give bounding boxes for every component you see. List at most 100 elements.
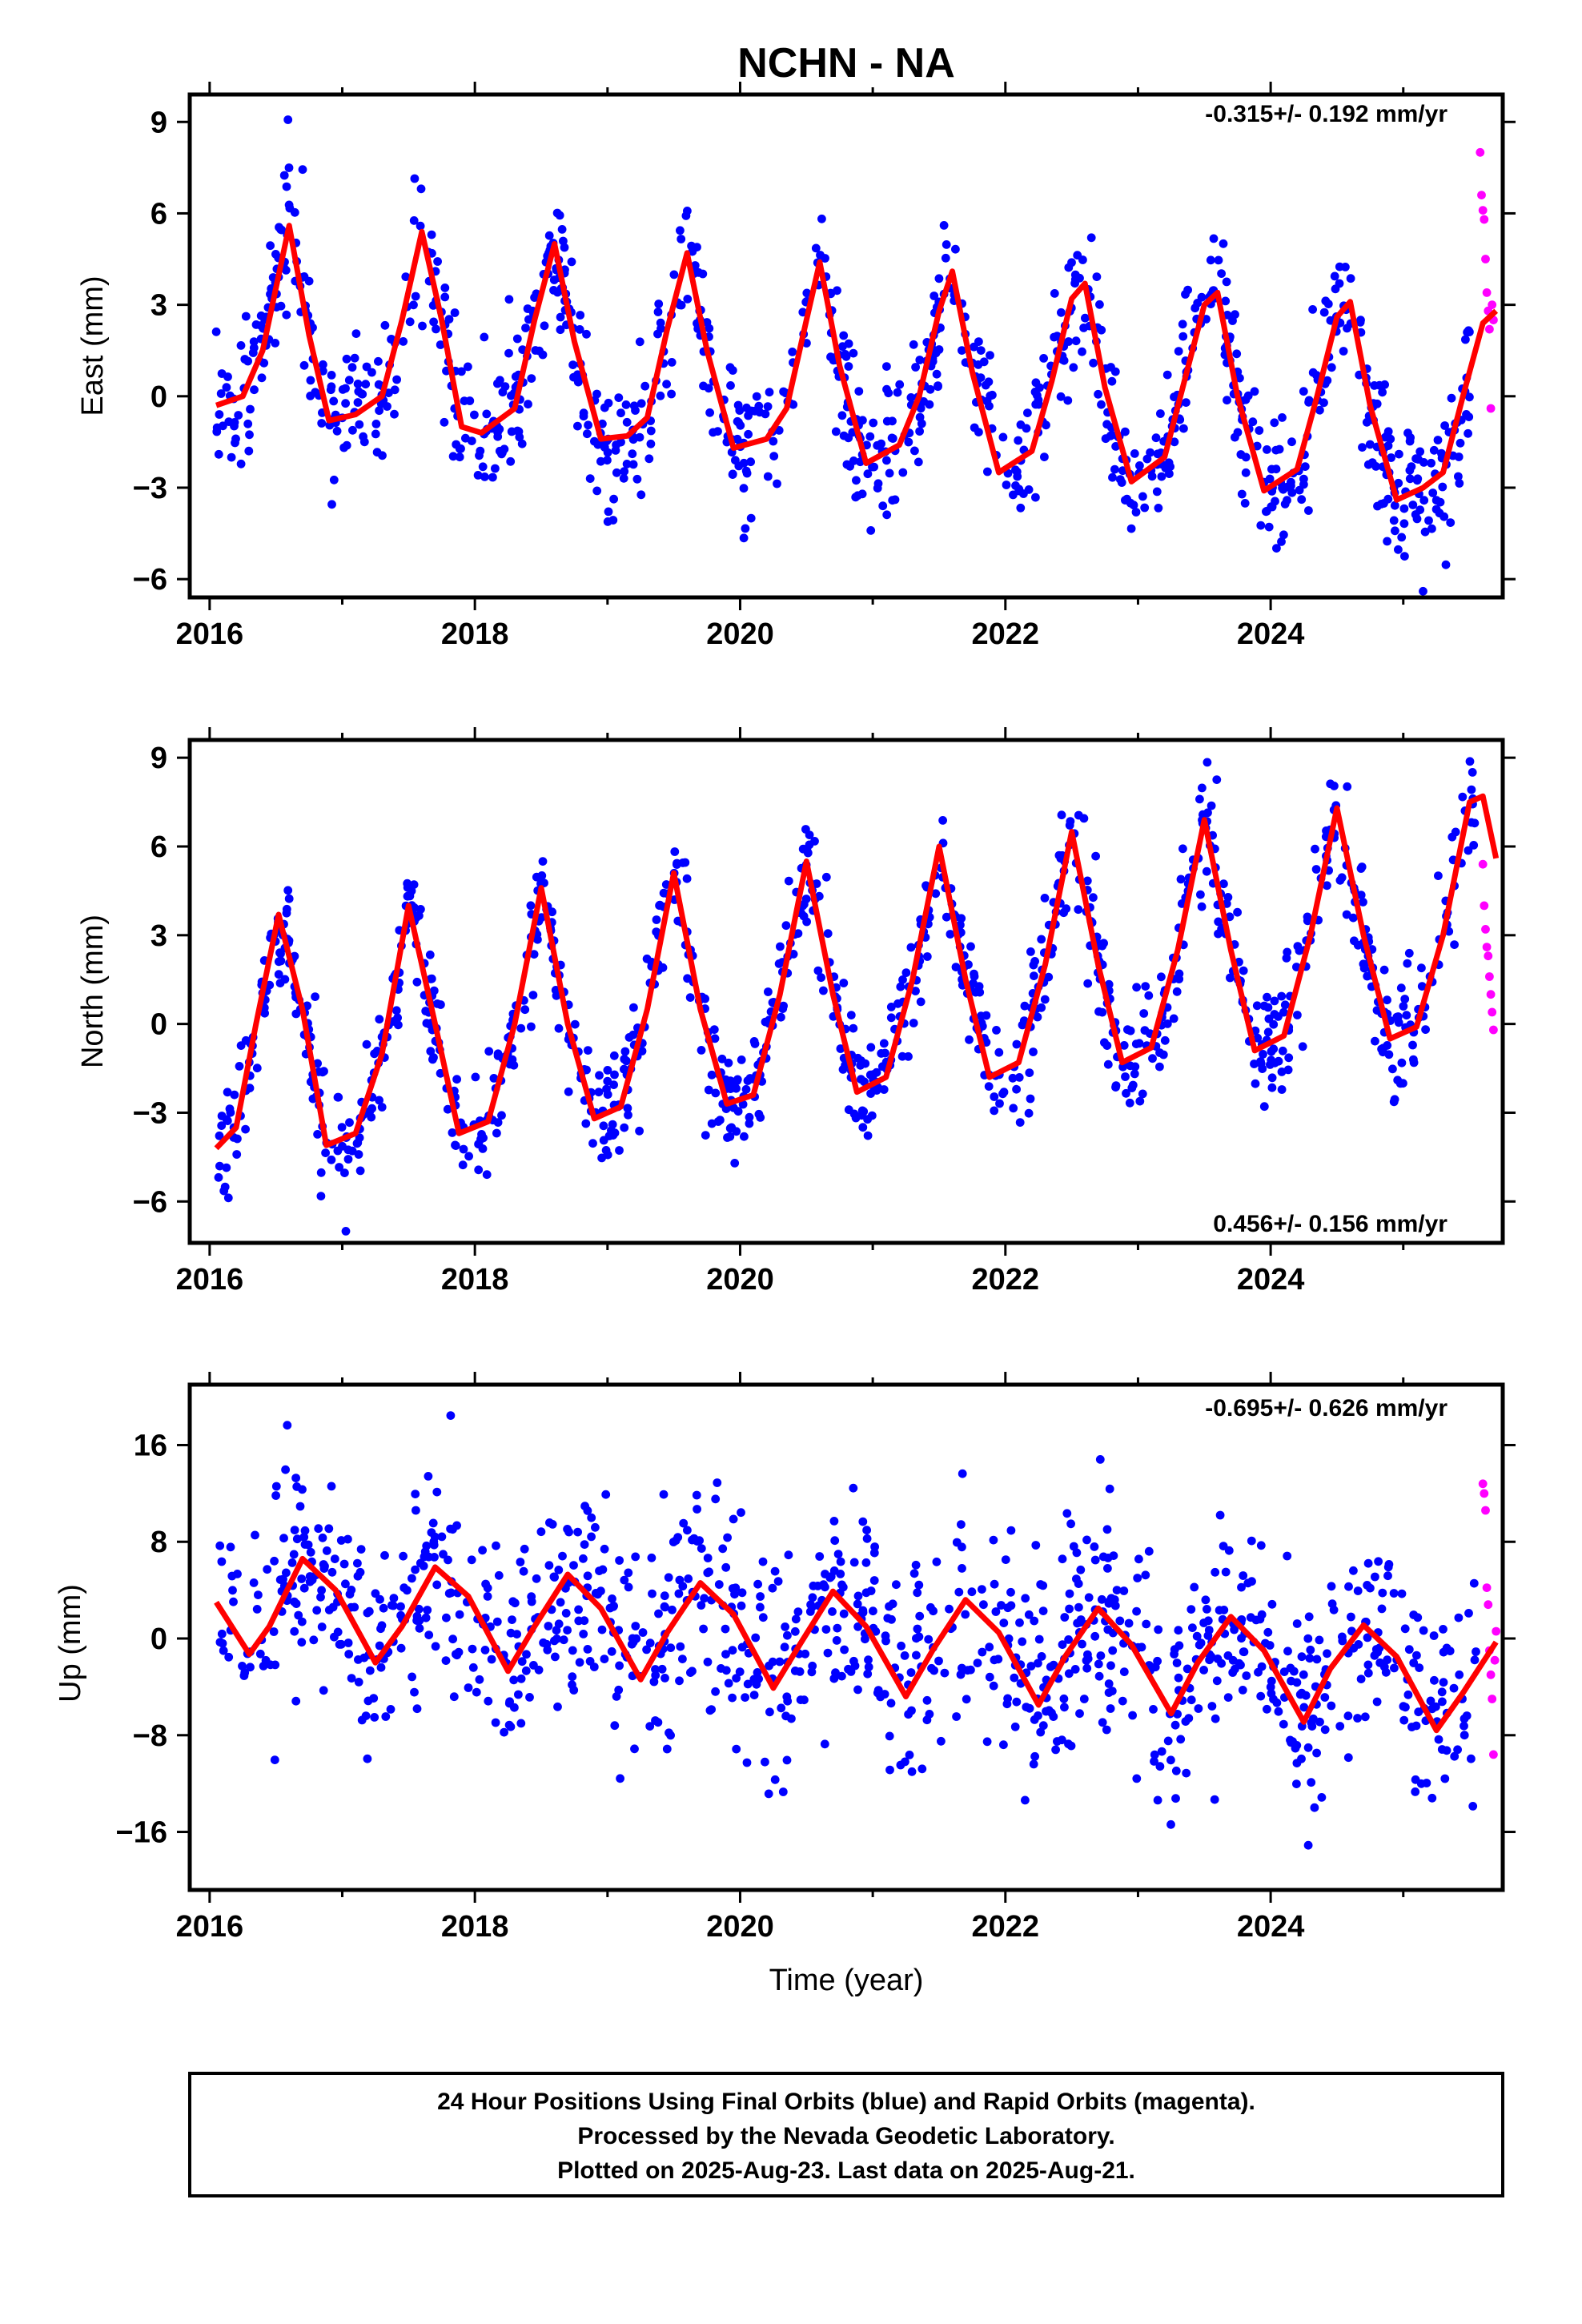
final-point <box>831 427 841 436</box>
final-point <box>588 1139 597 1148</box>
final-point <box>579 412 588 421</box>
final-point <box>1428 489 1438 497</box>
final-point <box>1390 1663 1399 1673</box>
final-point <box>1097 1594 1106 1604</box>
final-point <box>608 1594 616 1603</box>
final-point <box>1293 1011 1302 1019</box>
final-point <box>1086 233 1096 243</box>
final-point <box>345 1118 354 1128</box>
final-point <box>966 942 975 951</box>
final-point <box>327 1482 336 1491</box>
final-point <box>557 225 567 234</box>
final-point <box>436 1000 445 1009</box>
final-point <box>492 1617 502 1626</box>
final-point <box>422 1541 432 1550</box>
final-point <box>742 468 752 478</box>
final-point <box>350 353 359 363</box>
final-point <box>300 1526 310 1535</box>
final-point <box>738 1100 748 1109</box>
final-point <box>671 1536 681 1546</box>
final-point <box>1223 311 1232 320</box>
final-point <box>407 887 416 895</box>
final-point <box>900 1651 909 1660</box>
east-ylabel: East (mm) <box>76 275 110 416</box>
final-point <box>227 452 236 462</box>
final-point <box>596 456 605 466</box>
final-point <box>1102 1725 1111 1735</box>
final-point <box>554 1566 564 1574</box>
final-point <box>984 1082 994 1091</box>
final-point <box>1376 500 1386 509</box>
final-point <box>735 406 745 415</box>
final-point <box>1408 1040 1417 1050</box>
final-point <box>1031 378 1041 388</box>
final-point <box>608 516 618 525</box>
final-point <box>1223 893 1233 902</box>
final-point <box>1010 1673 1019 1683</box>
final-point <box>970 971 979 981</box>
final-point <box>1323 881 1331 891</box>
final-point <box>917 419 926 428</box>
final-point <box>1003 1694 1012 1703</box>
final-point <box>1082 1663 1092 1673</box>
final-point <box>403 879 412 888</box>
final-point <box>1018 1637 1027 1647</box>
final-point <box>1409 1055 1418 1064</box>
final-point <box>1467 1754 1476 1763</box>
final-point <box>1217 269 1226 278</box>
final-point <box>637 1047 647 1055</box>
final-point <box>773 479 781 489</box>
final-point <box>717 1664 725 1673</box>
final-point <box>478 1144 488 1153</box>
final-point <box>1323 1649 1331 1659</box>
final-point <box>1059 1694 1069 1703</box>
final-point <box>355 1567 365 1577</box>
final-point <box>1036 1580 1046 1589</box>
final-point <box>868 462 877 472</box>
final-point <box>416 184 426 194</box>
final-point <box>1330 271 1339 281</box>
final-point <box>897 1051 907 1061</box>
final-point <box>361 380 371 389</box>
final-point <box>1373 1647 1382 1657</box>
final-point <box>1304 396 1314 405</box>
final-point <box>284 894 294 903</box>
final-point <box>640 381 650 391</box>
final-point <box>1166 1819 1175 1829</box>
final-point <box>299 1583 309 1593</box>
final-point <box>601 1146 611 1155</box>
final-point <box>624 1568 633 1578</box>
final-point <box>724 1679 733 1688</box>
final-point <box>662 1744 672 1754</box>
final-point <box>1287 488 1297 497</box>
final-point <box>592 389 601 399</box>
final-point <box>985 1642 994 1652</box>
final-point <box>1384 1560 1394 1569</box>
final-point <box>473 471 483 480</box>
final-point <box>327 1567 337 1577</box>
final-point <box>1335 1722 1345 1731</box>
final-point <box>274 970 283 979</box>
final-point <box>730 1159 740 1168</box>
final-point <box>1207 801 1216 810</box>
final-point <box>754 401 764 411</box>
final-point <box>629 1003 638 1012</box>
final-point <box>1109 1551 1118 1560</box>
final-point <box>609 1080 618 1089</box>
final-point <box>973 1659 982 1668</box>
final-point <box>615 1556 624 1565</box>
final-point <box>775 1657 785 1667</box>
final-point <box>1130 1062 1140 1072</box>
final-point <box>362 1039 371 1049</box>
final-point <box>1419 458 1428 467</box>
final-point <box>1067 258 1076 267</box>
final-point <box>410 174 420 183</box>
final-point <box>628 460 638 469</box>
y-tick-label: −6 <box>133 1185 167 1219</box>
final-point <box>596 1586 605 1596</box>
final-point <box>1441 560 1451 569</box>
final-point <box>230 418 239 427</box>
final-point <box>538 857 548 866</box>
final-point <box>939 221 949 230</box>
final-point <box>1363 971 1372 981</box>
